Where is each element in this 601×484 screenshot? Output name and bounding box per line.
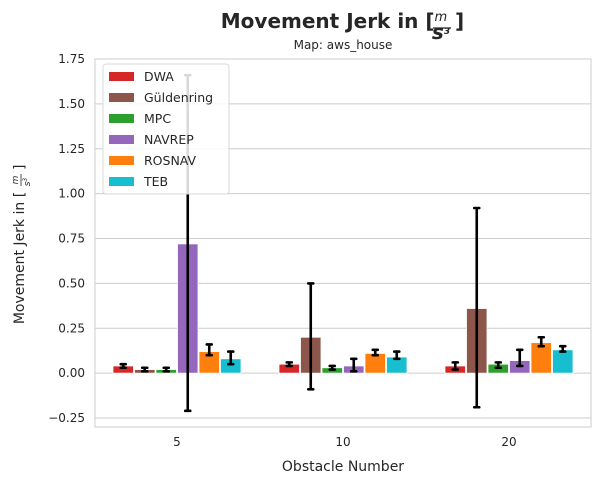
legend-swatch: [109, 177, 134, 186]
legend-label: MPC: [144, 111, 171, 126]
legend-label: DWA: [144, 69, 174, 84]
chart-title-main: Movement Jerk in [: [221, 9, 435, 33]
y-axis-label-unit-num: m: [11, 175, 21, 184]
legend-label: ROSNAV: [144, 153, 197, 168]
legend-swatch: [109, 135, 134, 144]
chart-title-suffix: ]: [455, 9, 464, 33]
legend-frame: [102, 63, 230, 195]
x-tick-label: 5: [173, 435, 181, 449]
y-tick-label: 0.75: [58, 232, 85, 246]
chart-subtitle: Map: aws_house: [294, 38, 393, 52]
y-tick-label: 0.00: [58, 366, 85, 380]
legend-swatch: [109, 156, 134, 165]
y-tick-label: 0.50: [58, 276, 85, 290]
y-tick-label: 1.00: [58, 187, 85, 201]
legend-swatch: [109, 93, 134, 102]
chart-title-unit-num: m: [435, 10, 448, 25]
y-tick-label: 1.50: [58, 97, 85, 111]
legend-label: Güldenring: [144, 90, 213, 105]
y-tick-label: 1.25: [58, 142, 85, 156]
y-tick-label: 1.75: [58, 52, 85, 66]
y-axis-label-suffix: ]: [12, 165, 28, 170]
legend-swatch: [109, 72, 134, 81]
legend: DWA Güldenring MPC NAVREP ROSNAV TEB: [102, 63, 230, 195]
x-tick-label: 20: [501, 435, 516, 449]
chart-title-unit-den: s3: [432, 20, 450, 44]
y-tick-label: 0.25: [58, 321, 85, 335]
y-tick-label: −0.25: [48, 411, 85, 425]
x-tick-labels: 5 10 20: [173, 435, 516, 449]
legend-label: NAVREP: [144, 132, 194, 147]
y-tick-labels: −0.25 0.00 0.25 0.50 0.75 1.00 1.25 1.50 1.75: [48, 52, 85, 425]
legend-label: TEB: [143, 174, 168, 189]
y-axis-label-unit-den: s3: [22, 178, 33, 187]
x-axis-label: Obstacle Number: [282, 459, 404, 475]
y-axis-label-main: Movement Jerk in [: [12, 192, 28, 324]
legend-swatch: [109, 114, 134, 123]
y-axis-label: Movement Jerk in [ m s3 ]: [11, 165, 33, 325]
chart-title: Movement Jerk in [m: [221, 9, 447, 33]
x-tick-label: 10: [335, 435, 350, 449]
bar-teb-20: [552, 349, 574, 374]
